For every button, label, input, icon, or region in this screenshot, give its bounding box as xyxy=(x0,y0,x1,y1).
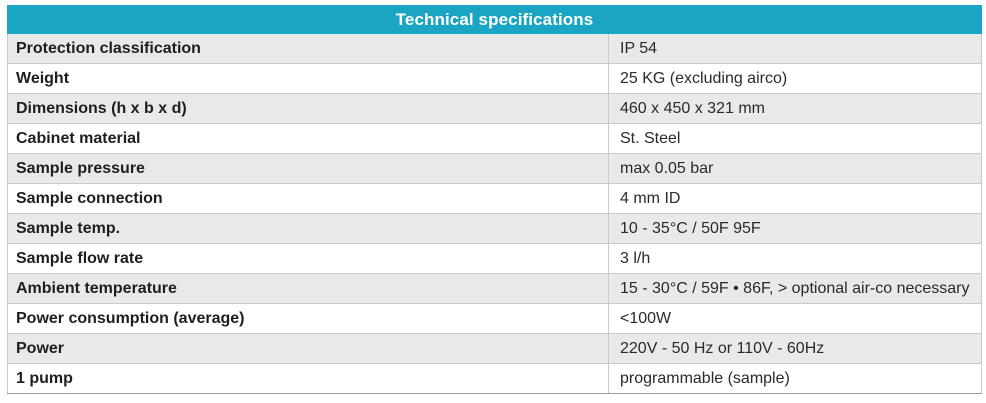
table-row: Ambient temperature 15 - 30°C / 59F • 86… xyxy=(7,273,982,304)
table-header-row: Technical specifications xyxy=(7,5,982,34)
table-title: Technical specifications xyxy=(7,5,982,34)
table-row: Sample temp. 10 - 35°C / 50F 95F xyxy=(7,213,982,244)
spec-label: 1 pump xyxy=(7,363,609,394)
spec-value: St. Steel xyxy=(608,123,982,154)
table-row: Sample connection 4 mm ID xyxy=(7,183,982,214)
spec-value: max 0.05 bar xyxy=(608,153,982,184)
spec-value: IP 54 xyxy=(608,33,982,64)
spec-label: Sample temp. xyxy=(7,213,609,244)
spec-label: Dimensions (h x b x d) xyxy=(7,93,609,124)
table-row: 1 pump programmable (sample) xyxy=(7,363,982,394)
table-row: Sample flow rate 3 l/h xyxy=(7,243,982,274)
table-row: Power 220V - 50 Hz or 110V - 60Hz xyxy=(7,333,982,364)
table-row: Weight 25 KG (excluding airco) xyxy=(7,63,982,94)
table-row: Dimensions (h x b x d) 460 x 450 x 321 m… xyxy=(7,93,982,124)
spec-label: Sample flow rate xyxy=(7,243,609,274)
spec-value: <100W xyxy=(608,303,982,334)
spec-value: 460 x 450 x 321 mm xyxy=(608,93,982,124)
spec-value: programmable (sample) xyxy=(608,363,982,394)
specifications-table: Technical specifications Protection clas… xyxy=(7,5,982,394)
spec-label: Power consumption (average) xyxy=(7,303,609,334)
spec-value: 25 KG (excluding airco) xyxy=(608,63,982,94)
spec-value: 220V - 50 Hz or 110V - 60Hz xyxy=(608,333,982,364)
spec-label: Weight xyxy=(7,63,609,94)
spec-label: Sample connection xyxy=(7,183,609,214)
spec-value: 15 - 30°C / 59F • 86F, > optional air-co… xyxy=(608,273,982,304)
spec-label: Sample pressure xyxy=(7,153,609,184)
table-row: Protection classification IP 54 xyxy=(7,33,982,64)
table-row: Sample pressure max 0.05 bar xyxy=(7,153,982,184)
table-row: Power consumption (average) <100W xyxy=(7,303,982,334)
spec-label: Power xyxy=(7,333,609,364)
spec-value: 3 l/h xyxy=(608,243,982,274)
spec-label: Protection classification xyxy=(7,33,609,64)
table-row: Cabinet material St. Steel xyxy=(7,123,982,154)
spec-value: 4 mm ID xyxy=(608,183,982,214)
spec-label: Cabinet material xyxy=(7,123,609,154)
spec-value: 10 - 35°C / 50F 95F xyxy=(608,213,982,244)
spec-label: Ambient temperature xyxy=(7,273,609,304)
